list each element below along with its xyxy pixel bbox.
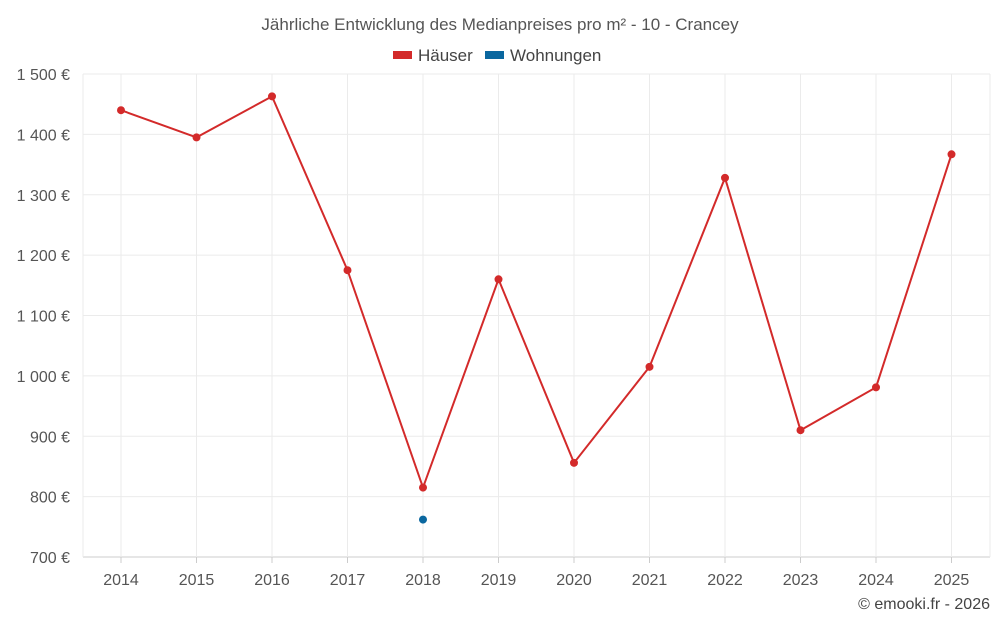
data-point[interactable] xyxy=(343,266,352,275)
y-tick-label: 1 000 € xyxy=(17,369,70,386)
data-point[interactable] xyxy=(645,362,654,371)
x-tick-label: 2022 xyxy=(707,572,743,589)
x-tick-label: 2018 xyxy=(405,572,441,589)
credit-text: © emooki.fr - 2026 xyxy=(858,596,990,613)
series-wohnungen xyxy=(419,515,427,524)
series-line xyxy=(120,94,953,491)
data-point[interactable] xyxy=(570,458,578,467)
x-tick-label: 2016 xyxy=(254,572,290,589)
y-tick-label: 900 € xyxy=(30,429,70,446)
data-point[interactable] xyxy=(117,106,125,115)
data-point[interactable] xyxy=(419,483,427,492)
data-point[interactable] xyxy=(268,92,276,101)
legend-swatch-wohnungen xyxy=(485,51,504,59)
chart-title: Jährliche Entwicklung des Medianpreises … xyxy=(261,15,739,34)
y-tick-label: 1 300 € xyxy=(17,188,70,205)
legend-label-wohnungen[interactable]: Wohnungen xyxy=(510,46,601,65)
data-point[interactable] xyxy=(796,426,805,435)
data-point[interactable] xyxy=(419,515,427,524)
y-tick-label: 700 € xyxy=(30,550,70,567)
x-gridlines xyxy=(82,74,991,563)
data-point[interactable] xyxy=(494,275,503,284)
legend-swatch-haeuser xyxy=(393,51,412,59)
x-axis-labels: 2014 2015 2016 2017 2018 2019 2020 2021 2022 2023… xyxy=(103,572,969,589)
y-tick-label: 1 200 € xyxy=(17,248,70,265)
x-tick-label: 2024 xyxy=(858,572,894,589)
y-tick-label: 1 400 € xyxy=(17,127,70,144)
x-tick-label: 2023 xyxy=(783,572,819,589)
x-tick-label: 2020 xyxy=(556,572,592,589)
series-haeuser xyxy=(117,92,956,492)
data-point[interactable] xyxy=(947,150,956,159)
legend-label-haeuser[interactable]: Häuser xyxy=(418,46,473,65)
y-axis-labels: 700 € 800 € 900 € 1 000 € 1 100 € 1 200 € 1 30… xyxy=(17,67,70,567)
y-tick-label: 1 100 € xyxy=(17,309,70,326)
data-point[interactable] xyxy=(192,133,201,142)
series-layer xyxy=(117,92,956,524)
y-tick-label: 1 500 € xyxy=(17,67,70,84)
x-tick-label: 2014 xyxy=(103,572,139,589)
data-point[interactable] xyxy=(872,383,880,392)
x-tick-label: 2017 xyxy=(330,572,366,589)
x-tick-label: 2025 xyxy=(934,572,970,589)
data-point[interactable] xyxy=(721,173,729,182)
x-tick-label: 2021 xyxy=(632,572,668,589)
x-tick-label: 2015 xyxy=(179,572,215,589)
y-tick-label: 800 € xyxy=(30,490,70,507)
x-tick-label: 2019 xyxy=(481,572,517,589)
y-gridlines xyxy=(83,73,990,558)
legend: Häuser Wohnungen xyxy=(393,46,601,65)
